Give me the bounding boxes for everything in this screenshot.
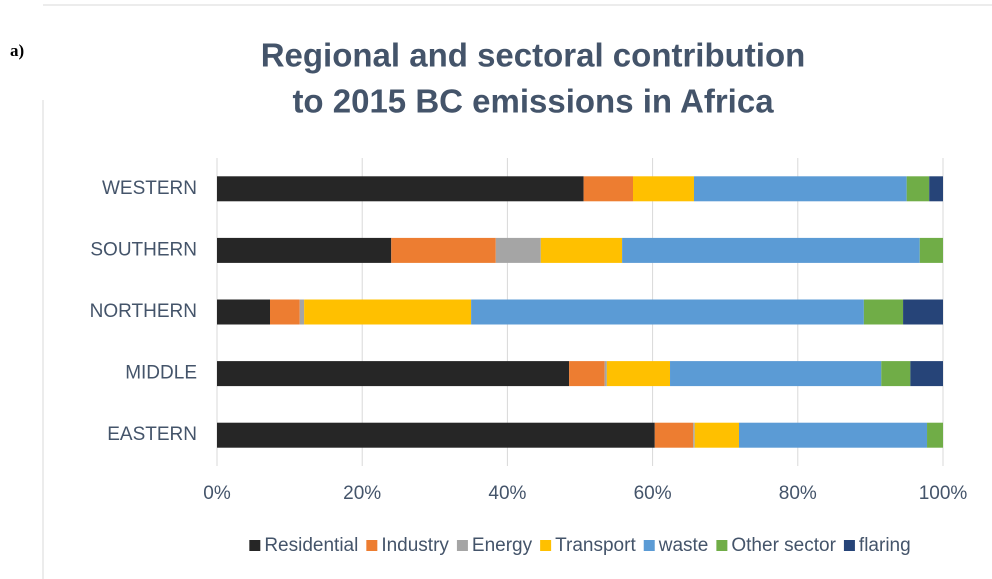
panel-label: a) bbox=[10, 41, 24, 60]
bar-segment bbox=[217, 422, 655, 448]
legend-label: waste bbox=[658, 535, 709, 556]
bar-segment bbox=[217, 237, 392, 263]
legend-label: flaring bbox=[859, 535, 911, 556]
legend-label: Transport bbox=[555, 535, 636, 556]
x-tick-label: 100% bbox=[919, 483, 968, 504]
bar-segment bbox=[694, 422, 739, 448]
bar-segment bbox=[217, 299, 270, 325]
bar-segment bbox=[569, 361, 605, 387]
bar-segment bbox=[919, 237, 943, 263]
bar-segment bbox=[299, 299, 305, 325]
legend-swatch bbox=[249, 540, 261, 551]
bar-segment bbox=[495, 237, 541, 263]
bar-segment bbox=[910, 361, 943, 387]
x-tick-label: 0% bbox=[203, 483, 231, 504]
bar-segment bbox=[606, 361, 671, 387]
bar-segment bbox=[881, 361, 911, 387]
legend-swatch bbox=[366, 540, 378, 551]
chart-title: to 2015 BC emissions in Africa bbox=[292, 83, 774, 120]
legend-swatch bbox=[843, 540, 855, 551]
legend-label: Residential bbox=[264, 535, 358, 556]
bar-segment bbox=[540, 237, 623, 263]
y-tick-label: WESTERN bbox=[102, 178, 197, 199]
bar-segment bbox=[622, 237, 920, 263]
bar-segment bbox=[304, 299, 472, 325]
legend-label: Industry bbox=[381, 535, 449, 556]
y-tick-label: MIDDLE bbox=[125, 363, 197, 384]
bar-segment bbox=[927, 422, 943, 448]
bar-segment bbox=[583, 176, 633, 202]
bar-segment bbox=[471, 299, 864, 325]
bar-segment bbox=[654, 422, 694, 448]
legend-label: Energy bbox=[472, 535, 533, 556]
legend-swatch bbox=[540, 540, 552, 551]
bar-segment bbox=[217, 176, 584, 202]
legend-label: Other sector bbox=[731, 535, 836, 556]
bar-segment bbox=[632, 176, 694, 202]
x-tick-label: 20% bbox=[343, 483, 381, 504]
y-tick-label: EASTERN bbox=[107, 424, 197, 445]
bar-segment bbox=[670, 361, 882, 387]
legend-swatch bbox=[456, 540, 468, 551]
legend-swatch bbox=[716, 540, 728, 551]
y-tick-label: NORTHERN bbox=[90, 301, 197, 322]
bar-segment bbox=[863, 299, 904, 325]
legend-swatch bbox=[643, 540, 655, 551]
bar-segment bbox=[269, 299, 300, 325]
y-tick-label: SOUTHERN bbox=[90, 239, 197, 260]
bar-segment bbox=[903, 299, 943, 325]
chart-title: Regional and sectoral contribution bbox=[261, 37, 806, 74]
bar-segment bbox=[738, 422, 928, 448]
x-tick-label: 40% bbox=[488, 483, 526, 504]
bar-segment bbox=[693, 176, 907, 202]
bar-segment bbox=[217, 361, 570, 387]
x-tick-label: 80% bbox=[779, 483, 817, 504]
bar-segment bbox=[604, 361, 607, 387]
bar-segment bbox=[391, 237, 496, 263]
bar-segment bbox=[929, 176, 943, 202]
bar-segment bbox=[693, 422, 695, 448]
bar-segment bbox=[906, 176, 930, 202]
x-tick-label: 60% bbox=[634, 483, 672, 504]
